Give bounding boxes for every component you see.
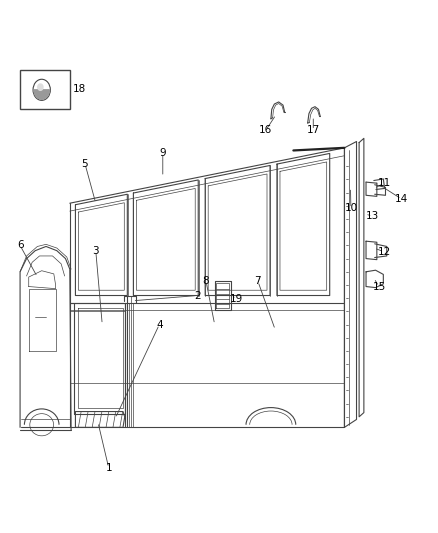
Text: 5: 5: [81, 159, 88, 168]
Wedge shape: [38, 84, 43, 90]
Text: 9: 9: [159, 148, 166, 158]
Text: 7: 7: [254, 276, 261, 286]
Text: 19: 19: [230, 294, 243, 304]
Text: 3: 3: [92, 246, 99, 256]
Text: 15: 15: [372, 281, 385, 292]
Text: 10: 10: [344, 204, 357, 214]
Text: 14: 14: [395, 194, 408, 204]
Text: 12: 12: [378, 247, 391, 257]
Wedge shape: [34, 90, 49, 99]
Text: 6: 6: [17, 240, 23, 251]
Text: 16: 16: [259, 125, 272, 135]
Text: 18: 18: [73, 84, 87, 94]
Text: 4: 4: [156, 319, 162, 329]
Text: 8: 8: [203, 276, 209, 286]
FancyBboxPatch shape: [20, 70, 70, 109]
Text: 13: 13: [366, 212, 379, 221]
Text: 1: 1: [106, 463, 112, 473]
Text: 11: 11: [378, 178, 391, 188]
Text: 17: 17: [307, 125, 320, 135]
Text: 2: 2: [194, 290, 201, 301]
